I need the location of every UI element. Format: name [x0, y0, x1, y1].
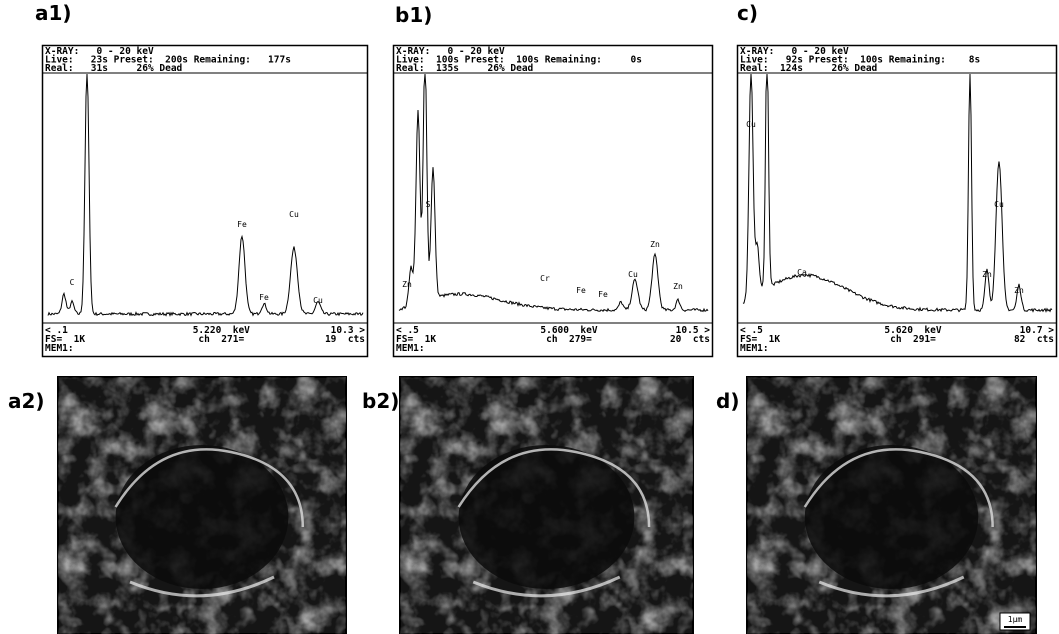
- footer-text: ch 291=: [890, 334, 936, 345]
- peak-label: C: [70, 278, 75, 287]
- peak-label: Cu: [628, 270, 638, 279]
- spectrum-trace: [742, 73, 1053, 313]
- ridge: [472, 575, 621, 598]
- peak-label: Zn: [402, 280, 412, 289]
- panel-frame: [736, 44, 1058, 358]
- peak-label: Cu: [289, 210, 299, 219]
- header-line: X-RAY: 0 - 20 keV: [740, 46, 849, 57]
- ridge: [114, 448, 305, 528]
- panel-label: a1): [35, 1, 72, 25]
- panel-label: d): [716, 389, 739, 413]
- footer-text: 10.3 >: [331, 325, 366, 336]
- ridge: [818, 575, 965, 598]
- sem-image: 1µm: [746, 376, 1037, 634]
- peak-label: S: [426, 200, 431, 209]
- spectrum-trace: [398, 73, 709, 313]
- footer-text: 19 cts: [325, 334, 365, 345]
- ridge: [803, 448, 994, 528]
- peak-label: Fe: [237, 220, 247, 229]
- footer-text: 10.7 >: [1020, 325, 1055, 336]
- header-line: Live: 23s Preset: 200s Remaining: 177s: [45, 55, 291, 66]
- peak-label: Ca: [797, 268, 807, 277]
- spectrum-trace: [47, 73, 364, 317]
- footer-text: ch 279=: [546, 334, 592, 345]
- panel-label: a2): [8, 389, 45, 413]
- footer-text: < .5: [740, 325, 763, 336]
- panel-frame: [392, 44, 714, 358]
- peak-label: Zn: [982, 270, 992, 279]
- peak-label: Zn: [673, 282, 683, 291]
- footer-text: MEM1:: [396, 343, 425, 354]
- peak-label: Fe: [259, 293, 269, 302]
- header-line: Real: 31s 26% Dead: [45, 63, 183, 74]
- peak-label: Cu: [746, 120, 756, 129]
- header-line: Real: 124s 26% Dead: [740, 63, 878, 74]
- peak-label: Cu: [994, 200, 1004, 209]
- footer-text: MEM1:: [740, 343, 769, 354]
- footer-text: 5.600 keV: [540, 325, 597, 336]
- peak-label: Fe: [598, 290, 608, 299]
- header-line: X-RAY: 0 - 20 keV: [396, 46, 505, 57]
- panel-label: b2): [362, 389, 399, 413]
- footer-text: 5.220 keV: [193, 325, 250, 336]
- peak-label: Fe: [576, 286, 586, 295]
- footer-text: FS= 1K: [740, 334, 780, 345]
- peak-label: Cu: [313, 296, 323, 305]
- panel-frame: [41, 44, 369, 358]
- footer-text: FS= 1K: [45, 334, 85, 345]
- scale-bar-label: 1µm: [1008, 615, 1023, 624]
- footer-text: 82 cts: [1014, 334, 1054, 345]
- footer-text: 20 cts: [670, 334, 710, 345]
- footer-text: MEM1:: [45, 343, 74, 354]
- peak-label: Zn: [650, 240, 660, 249]
- footer-text: FS= 1K: [396, 334, 436, 345]
- scale-bar-box: [999, 612, 1031, 631]
- footer-text: ch 271=: [198, 334, 244, 345]
- cavity: [458, 445, 635, 589]
- header-line: Live: 100s Preset: 100s Remaining: 0s: [396, 55, 642, 66]
- sem-image: [399, 376, 694, 634]
- ridge: [129, 575, 275, 598]
- header-line: X-RAY: 0 - 20 keV: [45, 46, 154, 57]
- cavity: [115, 445, 289, 589]
- footer-text: < .1: [45, 325, 68, 336]
- sem-image: [57, 376, 347, 634]
- footer-text: 5.620 keV: [884, 325, 941, 336]
- header-line: Real: 135s 26% Dead: [396, 63, 534, 74]
- panel-label: c): [737, 1, 758, 25]
- cavity: [804, 445, 979, 589]
- ridge: [457, 448, 651, 528]
- footer-text: < .5: [396, 325, 419, 336]
- panel-label: b1): [395, 3, 432, 27]
- peak-label: Cr: [540, 274, 550, 283]
- footer-text: 10.5 >: [676, 325, 711, 336]
- header-line: Live: 92s Preset: 100s Remaining: 8s: [740, 55, 980, 66]
- peak-label: Zn: [1014, 286, 1024, 295]
